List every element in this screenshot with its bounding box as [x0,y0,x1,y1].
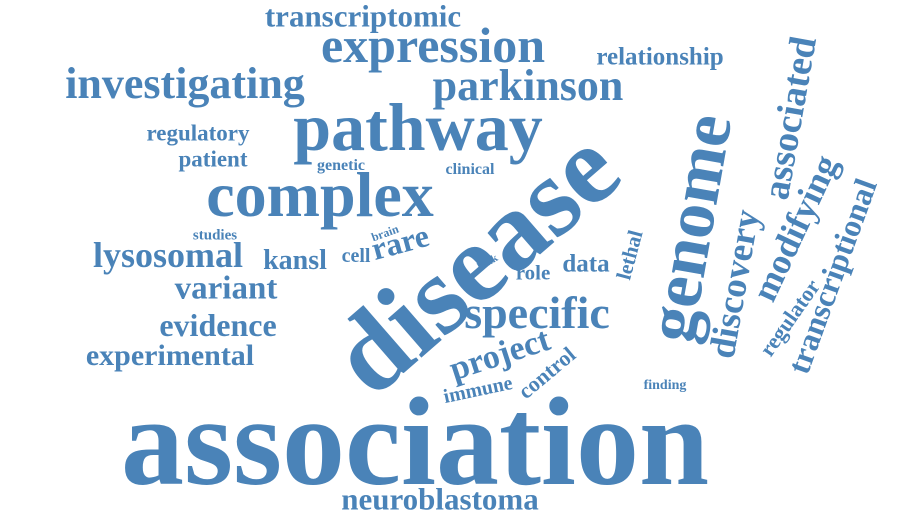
word-relationship: relationship [596,43,724,71]
word-finding: finding [643,378,687,393]
word-role: role [515,260,551,285]
word-pathway: pathway [293,89,543,165]
word-association: association [120,373,710,512]
word-evidence: evidence [159,307,277,343]
word-genetic: genetic [317,157,365,174]
word-investigating: investigating [65,59,305,108]
word-transcriptomic: transcriptomic [264,0,462,34]
word-lysosomal: lysosomal [92,235,244,275]
word-kansl: kansl [263,245,327,276]
word-patient: patient [178,146,248,172]
word-clinical: clinical [445,161,495,178]
word-neuroblastoma: neuroblastoma [341,481,539,517]
word-expression: expression [320,17,546,73]
word-cell: cell [341,245,371,267]
word-complex: complex [206,159,434,230]
word-parkinson: parkinson [432,61,624,110]
word-studies: studies [192,227,238,244]
word-experimental: experimental [85,339,255,372]
word-regulatory: regulatory [146,120,250,146]
word-variant: variant [174,270,278,307]
word-data: data [562,250,610,278]
word-specific: specific [464,287,610,338]
